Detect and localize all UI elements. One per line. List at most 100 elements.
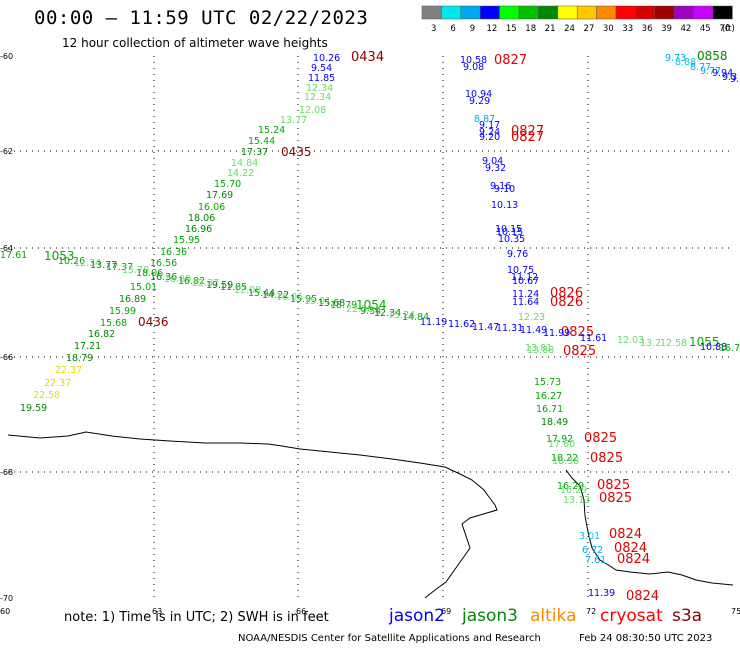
wave-height-value: 11.39 [588, 588, 615, 599]
track-time-label: 0827 [511, 124, 544, 139]
track-time-label: 0825 [563, 344, 596, 359]
colorbar: 3 6 9 12 15 18 21 24 27 30 33 36 39 42 45 70(ft) [421, 5, 735, 34]
colorbar-tick-label: 15 [506, 24, 517, 34]
wave-height-value: 18.22 [551, 453, 578, 464]
wave-height-value: 9.77 [700, 66, 721, 77]
wave-height-value: 14.22 [262, 290, 289, 301]
wave-height-value: 12.08 [234, 285, 261, 296]
wave-height-value: 10.35 [498, 234, 525, 245]
track-labels: 0434043504360827082708270826082608250825… [0, 49, 740, 604]
wave-height-value: 11.19 [420, 317, 447, 328]
wave-height-value: 18.06 [136, 268, 163, 279]
wave-height-value: 8.77 [690, 62, 711, 73]
wave-height-value: 16.36 [150, 272, 177, 283]
wave-height-value: 9.20 [479, 132, 500, 143]
wave-height-value: 13.2 [640, 338, 661, 349]
wave-height-value: 3.01 [579, 531, 600, 542]
track-time-label: 0435 [281, 145, 312, 159]
wave-height-value: 12.23 [518, 312, 545, 323]
wave-height-value: 11.49 [520, 325, 547, 336]
wave-height-value: 18.06 [188, 213, 215, 224]
wave-height-value: 8.88 [675, 57, 696, 68]
wave-height-value: 22.37 [55, 365, 82, 376]
wave-height-value: 16.89 [164, 274, 191, 285]
colorbar-tick-label: 24 [564, 24, 575, 34]
wave-height-value: 11.99 [543, 328, 570, 339]
wave-height-value: 18.79 [330, 300, 357, 311]
colorbar-tick-label: 36 [642, 24, 653, 34]
coastline [7, 431, 734, 599]
wave-height-value: 16.27 [535, 391, 562, 402]
graticule [8, 56, 733, 598]
colorbar-tick-label: 27 [583, 24, 594, 34]
wave-height-value: 14.84 [402, 312, 429, 323]
track-time-label: 0825 [584, 431, 617, 446]
colorbar-tick-label: 70 [719, 24, 730, 34]
track-time-label: 0825 [590, 451, 623, 466]
wave-height-value: 22.58 [33, 390, 60, 401]
colorbar-tick-label: 21 [545, 24, 556, 34]
track-time-label: 0436 [138, 315, 169, 329]
latitude-label: -64 [0, 244, 13, 253]
legend-item-jason2: jason2 [389, 606, 445, 626]
wave-height-value: 16.89 [119, 294, 146, 305]
wave-height-value: 6.72 [582, 545, 603, 556]
colorbar-tick-label: 18 [525, 24, 536, 34]
longitude-label: 63 [152, 607, 162, 616]
wave-height-value: 15.95 [290, 294, 317, 305]
wave-height-value: 22.37 [44, 378, 71, 389]
wave-height-value: 9.73 [665, 53, 686, 64]
wave-height-value: 16.7 [719, 343, 740, 354]
wave-height-value: 9.8 [730, 74, 740, 85]
longitude-label: 72 [586, 607, 596, 616]
wave-height-value: 17.61 [0, 250, 27, 261]
axis-labels: -60 -62 -64 -66 -68 -70 60 63 66 69 72 75 [0, 52, 740, 616]
track-time-label: 1053 [44, 249, 75, 263]
wave-height-value: 16.82 [178, 276, 205, 287]
colorbar-tick-label: 42 [680, 24, 691, 34]
wave-height-value: 11.12 [511, 272, 538, 283]
track-time-label: 0826 [550, 295, 583, 310]
wave-height-value: 9.54 [311, 63, 332, 74]
wave-height-value: 7.61 [585, 555, 606, 566]
colorbar-tick-label: 30 [603, 24, 614, 34]
wave-height-value: 13.77 [280, 115, 307, 126]
wave-height-value: 18.79 [66, 353, 93, 364]
wave-height-value: 12.34 [304, 92, 331, 103]
colorbar-tick-label: 6 [450, 24, 455, 34]
wave-height-value: 10.15 [495, 224, 522, 235]
wave-height-value: 12.34 [374, 308, 401, 319]
wave-height-value: 17.60 [548, 439, 575, 450]
wave-height-value: 9.54 [360, 306, 381, 317]
wave-height-value: 9.3 [722, 72, 737, 83]
wave-height-value: 17.92 [546, 434, 573, 445]
longitude-label: 60 [0, 607, 10, 616]
antarctic-coastline [7, 431, 498, 599]
wave-height-value: 15.24 [388, 310, 415, 321]
wave-height-value: 11.61 [580, 333, 607, 344]
wave-height-value: 9.94 [712, 68, 733, 79]
wave-height-value: 22.37 [192, 278, 219, 289]
wave-height-value: 11.85 [308, 73, 335, 84]
longitude-label: 75 [731, 607, 740, 616]
wave-height-value: 10.67 [512, 276, 539, 287]
wave-height-value: 9.16 [490, 181, 511, 192]
wave-height-value: 15.68 [100, 318, 127, 329]
colorbar-tick-label: 39 [661, 24, 672, 34]
wave-height-value: 13.77 [90, 260, 117, 271]
track-time-label: 1054 [356, 298, 387, 312]
longitude-label: 69 [441, 607, 451, 616]
wave-height-value: 9.29 [469, 96, 490, 107]
track-time-label: 0824 [626, 589, 659, 604]
wave-height-value: 9.17 [479, 120, 500, 131]
wave-height-value: 15.68 [318, 298, 345, 309]
wave-height-value: 11.64 [512, 297, 539, 308]
wave-height-value: 16.96 [185, 224, 212, 235]
longitude-label: 66 [296, 607, 306, 616]
legend-item-altika: altika [530, 606, 577, 626]
wave-height-value: 16.82 [88, 329, 115, 340]
wave-height-value: 14.22 [227, 168, 254, 179]
track-time-label: 1055 [689, 335, 720, 349]
wave-height-value: 15.01 [130, 282, 157, 293]
